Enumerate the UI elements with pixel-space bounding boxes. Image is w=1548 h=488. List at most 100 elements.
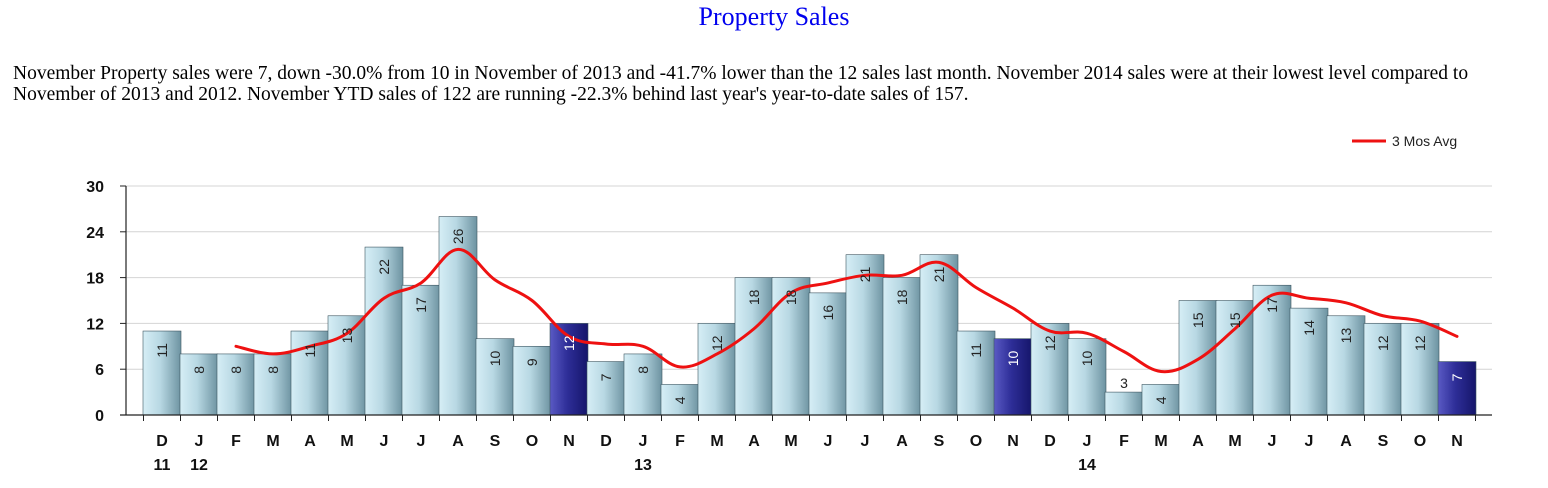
data-label: 13 <box>1338 328 1354 344</box>
x-tick-label: M <box>266 433 279 450</box>
bar <box>1252 284 1292 416</box>
x-tick-label: J <box>380 433 389 450</box>
data-label: 22 <box>376 259 392 275</box>
data-label: 3 <box>1120 375 1128 391</box>
data-label: 10 <box>1079 350 1095 366</box>
x-tick-label: D <box>156 433 168 450</box>
x-tick-label: J <box>861 433 870 450</box>
data-label: 15 <box>1227 312 1243 328</box>
data-label: 12 <box>1412 335 1428 351</box>
data-label: 12 <box>1042 335 1058 351</box>
data-label: 16 <box>820 305 836 321</box>
x-tick-label: S <box>934 433 945 450</box>
data-label: 17 <box>1264 297 1280 313</box>
y-tick-label: 24 <box>86 225 104 242</box>
y-tick-label: 30 <box>86 179 104 196</box>
legend: 3 Mos Avg <box>1352 133 1457 149</box>
bar <box>882 277 922 416</box>
x-tick-label: D <box>600 433 612 450</box>
data-label: 11 <box>154 343 170 358</box>
x-tick-label: A <box>896 433 908 450</box>
y-tick-label: 12 <box>86 316 104 333</box>
data-label: 11 <box>968 343 984 358</box>
data-label: 4 <box>672 396 688 404</box>
x-tick-label: N <box>1451 433 1463 450</box>
data-label: 7 <box>1449 373 1465 381</box>
bar <box>216 353 256 416</box>
bar <box>364 246 404 416</box>
bars <box>142 216 1477 416</box>
x-tick-label: M <box>340 433 353 450</box>
bar <box>475 338 515 416</box>
bar <box>401 284 441 416</box>
y-tick-label: 6 <box>95 362 104 379</box>
x-tick-label: F <box>1119 433 1129 450</box>
data-label: 12 <box>1375 335 1391 351</box>
bar <box>771 277 811 416</box>
data-label: 12 <box>561 335 577 351</box>
bar <box>253 353 293 416</box>
bar <box>512 345 552 416</box>
bar <box>697 323 737 416</box>
bar <box>734 277 774 416</box>
x-tick-label: M <box>784 433 797 450</box>
data-label: 10 <box>1005 350 1021 366</box>
bar <box>993 338 1033 416</box>
x-tick-label: M <box>1228 433 1241 450</box>
data-label: 21 <box>857 266 873 282</box>
x-tick-label: A <box>1340 433 1352 450</box>
x-tick-label: A <box>748 433 760 450</box>
data-label: 14 <box>1301 320 1317 336</box>
y-tick-label: 18 <box>86 271 104 288</box>
axes: 0 6 12 18 24 30 D J F M A M J J A S O N D J F M A M J J A S O N D J F M A M… <box>86 179 1492 474</box>
x-tick-label: F <box>231 433 241 450</box>
x-tick-label: J <box>417 433 426 450</box>
x-tick-label: F <box>675 433 685 450</box>
data-label: 11 <box>302 343 318 358</box>
data-label: 26 <box>450 228 466 244</box>
bar <box>1067 338 1107 416</box>
bar <box>1030 323 1070 416</box>
data-label: 21 <box>931 266 947 282</box>
x-tick-label: N <box>563 433 575 450</box>
data-label: 8 <box>228 366 244 374</box>
data-label: 4 <box>1153 396 1169 404</box>
bar <box>142 330 182 416</box>
x-tick-label: N <box>1007 433 1019 450</box>
x-tick-label: A <box>304 433 316 450</box>
bar <box>845 254 885 416</box>
year-label: 12 <box>190 457 208 474</box>
bar <box>808 292 848 416</box>
page-title: Property Sales <box>698 2 850 31</box>
x-tick-label: J <box>824 433 833 450</box>
x-tick-label: M <box>710 433 723 450</box>
legend-label: 3 Mos Avg <box>1392 133 1457 149</box>
data-label: 15 <box>1190 312 1206 328</box>
data-label: 8 <box>635 366 651 374</box>
x-tick-label: J <box>1305 433 1314 450</box>
x-tick-label: D <box>1044 433 1056 450</box>
data-label: 12 <box>709 335 725 351</box>
year-label: 11 <box>154 457 171 474</box>
bar <box>586 361 626 416</box>
bar <box>623 353 663 416</box>
data-label: 18 <box>783 289 799 305</box>
sales-summary-text: November Property sales were 7, down -30… <box>13 63 1469 105</box>
bar <box>1215 300 1255 416</box>
bar <box>1437 361 1477 416</box>
year-label: 14 <box>1078 457 1096 474</box>
data-label: 10 <box>487 350 503 366</box>
x-tick-label: O <box>526 433 538 450</box>
x-tick-label: J <box>1083 433 1092 450</box>
y-tick-label: 0 <box>95 408 104 425</box>
bar <box>1289 307 1329 416</box>
x-tick-label: O <box>1414 433 1426 450</box>
bar <box>438 216 478 416</box>
three-month-average-line <box>234 247 1459 374</box>
bar <box>179 353 219 416</box>
x-tick-label: M <box>1154 433 1167 450</box>
x-tick-label: J <box>195 433 204 450</box>
bar <box>1326 315 1366 416</box>
data-label: 13 <box>339 328 355 344</box>
